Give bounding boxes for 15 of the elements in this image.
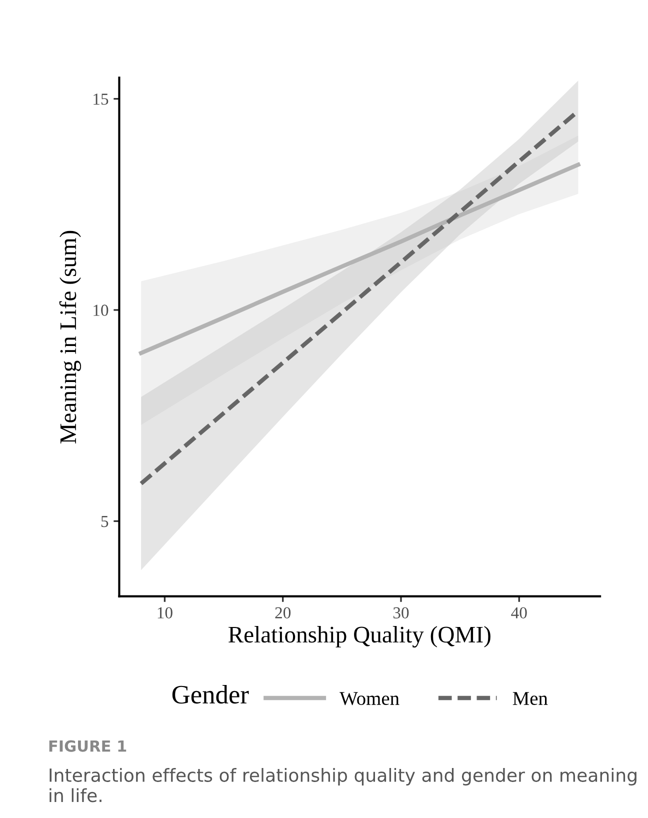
y-tick-label: 10 — [94, 304, 108, 316]
x-axis-title: Relationship Quality (QMI) — [228, 626, 490, 648]
y-axis-title: Meaning in Life (sum) — [59, 230, 82, 444]
y-tick-label: 15 — [94, 94, 108, 105]
text: Interaction effects of relationship quality and gender on meaning in life. — [50, 768, 636, 802]
x-tick-label: 20 — [275, 607, 291, 618]
legend-label: Women — [340, 692, 400, 706]
legend-title: Gender — [172, 685, 249, 704]
x-tick-label: 40 — [511, 607, 527, 618]
line-series — [139, 162, 580, 356]
x-tick-label: 30 — [393, 607, 409, 618]
legend-label: Men — [512, 692, 548, 706]
x-tick-label: 10 — [158, 607, 172, 618]
y-tick-label: 5 — [101, 516, 108, 528]
caption: FIGURE 1 — [49, 740, 126, 752]
